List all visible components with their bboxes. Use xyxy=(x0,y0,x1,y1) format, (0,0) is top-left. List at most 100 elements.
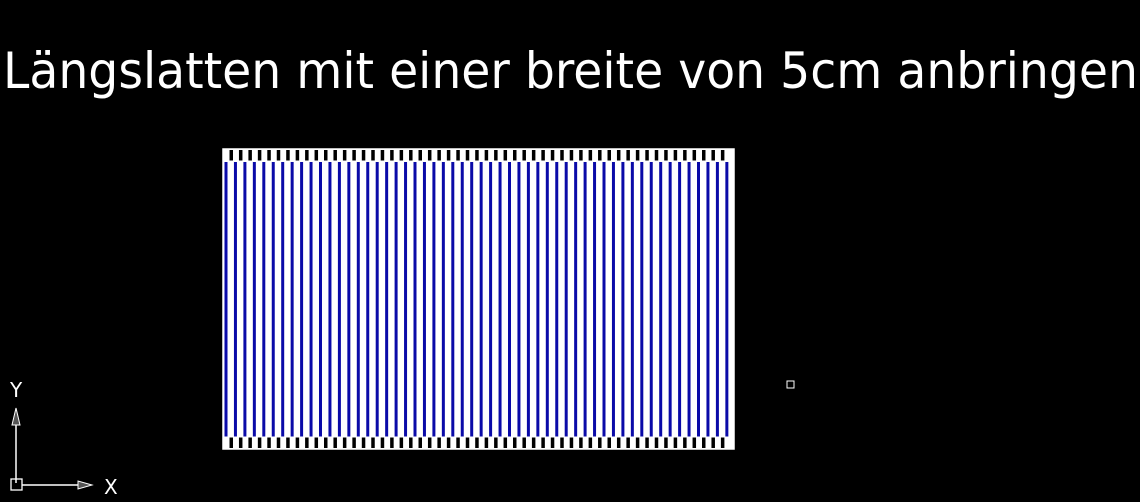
slat-gap-top xyxy=(352,150,356,161)
slat-gap-top xyxy=(484,150,489,161)
slat-gap-top xyxy=(711,150,715,161)
slat-gap-bottom xyxy=(248,437,252,448)
slat-gap-bottom xyxy=(588,437,593,448)
slat-stripe xyxy=(281,162,285,437)
slat-stripe xyxy=(385,162,389,437)
grip-point-marker[interactable] xyxy=(786,380,795,389)
slat-gap-top xyxy=(607,150,611,161)
slat-gap-top xyxy=(541,150,545,161)
slat-gap-bottom xyxy=(465,437,470,448)
slat-gap-top xyxy=(390,150,394,161)
slat-stripe xyxy=(290,162,294,437)
slat-gap-bottom xyxy=(645,437,649,448)
slat-gap-top xyxy=(569,150,574,161)
slat-stripe xyxy=(687,162,691,437)
slat-stripe xyxy=(668,162,672,437)
slat-stripe xyxy=(564,162,568,437)
slat-gap-bottom xyxy=(522,437,526,448)
slat-stripe xyxy=(470,162,474,437)
slat-gap-bottom xyxy=(399,437,404,448)
slat-gap-bottom xyxy=(352,437,356,448)
slat-gap-top xyxy=(475,150,479,161)
slat-stripe xyxy=(271,162,275,437)
slat-gap-bottom xyxy=(361,437,366,448)
slat-stripe xyxy=(517,162,521,437)
slat-gap-top xyxy=(276,150,281,161)
slat-gap-top xyxy=(333,150,337,161)
slat-gap-bottom xyxy=(664,437,668,448)
slat-gap-top xyxy=(314,150,319,161)
slat-stripe xyxy=(432,162,436,437)
slat-gap-bottom xyxy=(550,437,555,448)
slat-stripe xyxy=(583,162,587,437)
slat-gap-bottom xyxy=(503,437,508,448)
slat-stripe xyxy=(309,162,313,437)
slat-gap-bottom xyxy=(390,437,394,448)
slat-gap-top xyxy=(305,150,309,161)
slat-gap-bottom xyxy=(579,437,583,448)
slat-gap-top xyxy=(427,150,432,161)
slat-gap-top xyxy=(645,150,649,161)
slat-stripe xyxy=(715,162,719,437)
slat-stripe xyxy=(555,162,559,437)
slat-panel[interactable] xyxy=(222,148,735,450)
slat-gap-bottom xyxy=(456,437,460,448)
drawing-title-text: Längslatten mit einer breite von 5cm anb… xyxy=(3,42,1138,100)
slat-stripe xyxy=(659,162,663,437)
slat-gap-bottom xyxy=(257,437,262,448)
slat-stripe xyxy=(611,162,615,437)
slat-gap-top xyxy=(598,150,602,161)
ucs-origin-box xyxy=(10,478,23,491)
slat-stripe xyxy=(460,162,464,437)
slat-gap-top xyxy=(673,150,678,161)
slat-stripe xyxy=(697,162,700,437)
slat-gap-bottom xyxy=(654,437,659,448)
slat-gap-top xyxy=(286,150,290,161)
slat-stripe xyxy=(508,162,511,437)
slat-gap-bottom xyxy=(314,437,319,448)
slat-gap-bottom xyxy=(380,437,385,448)
slat-stripe xyxy=(224,162,228,437)
slat-gap-top xyxy=(579,150,583,161)
slat-stripe xyxy=(394,162,398,437)
slat-gap-top xyxy=(692,150,697,161)
slat-gap-bottom xyxy=(446,437,451,448)
slat-gap-bottom xyxy=(371,437,375,448)
slat-stripe xyxy=(630,162,634,437)
slat-stripe xyxy=(328,162,332,437)
slat-gap-top xyxy=(494,150,498,161)
slat-gap-bottom xyxy=(409,437,413,448)
slat-gap-top xyxy=(513,150,517,161)
slat-gap-top xyxy=(324,150,328,161)
slat-gap-top xyxy=(399,150,404,161)
slat-gap-bottom xyxy=(531,437,536,448)
slat-stripe xyxy=(356,162,360,437)
slat-stripe xyxy=(262,162,266,437)
slat-stripe xyxy=(640,162,644,437)
slat-gap-top xyxy=(342,150,347,161)
slat-gap-bottom xyxy=(626,437,630,448)
slat-gap-top xyxy=(635,150,640,161)
ucs-icon: Y X xyxy=(9,378,118,499)
slat-stripe xyxy=(602,162,606,437)
slat-gap-top xyxy=(560,150,564,161)
slat-gap-bottom xyxy=(238,437,243,448)
slat-gap-bottom xyxy=(267,437,271,448)
slat-gap-bottom xyxy=(229,437,233,448)
slat-gap-bottom xyxy=(720,437,725,448)
slat-gap-bottom xyxy=(333,437,337,448)
slat-gap-bottom xyxy=(711,437,715,448)
slat-stripe xyxy=(233,162,237,437)
slat-stripe xyxy=(574,162,578,437)
slat-gap-bottom xyxy=(692,437,697,448)
slat-gap-bottom xyxy=(494,437,498,448)
slat-gap-bottom xyxy=(673,437,678,448)
slat-stripe xyxy=(413,162,417,437)
slat-gap-top xyxy=(616,150,621,161)
slat-gap-bottom xyxy=(484,437,489,448)
slat-gap-top xyxy=(531,150,536,161)
slat-gap-bottom xyxy=(683,437,687,448)
slat-gap-top xyxy=(456,150,460,161)
slat-gap-top xyxy=(238,150,243,161)
